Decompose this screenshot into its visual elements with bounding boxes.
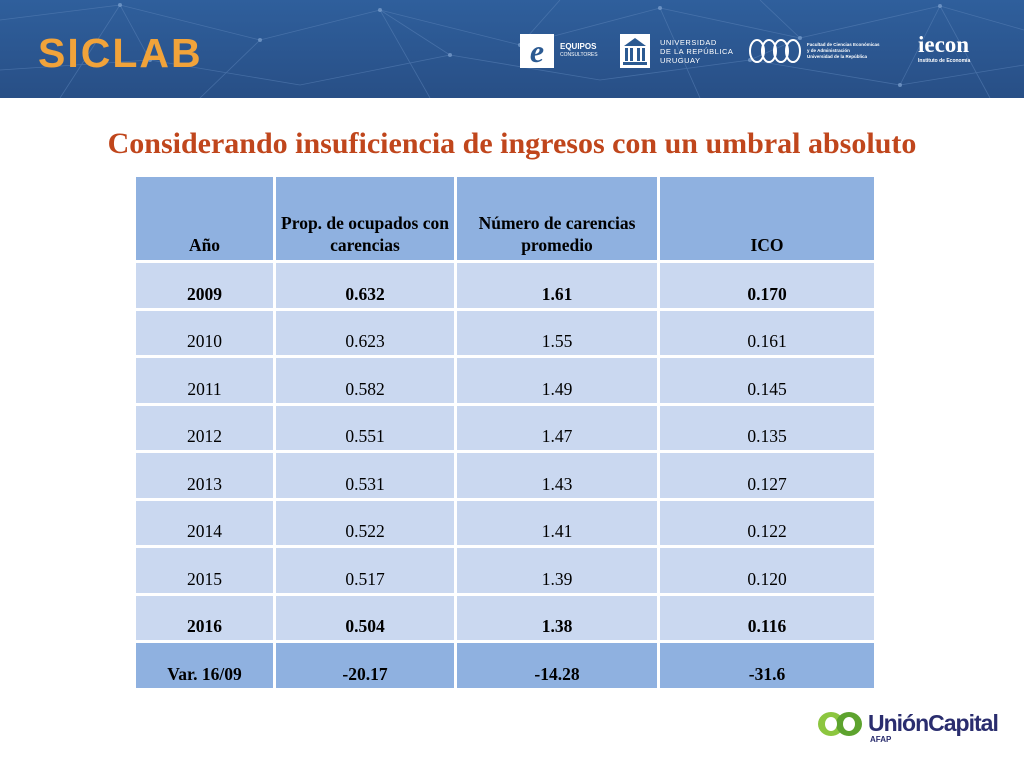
- cell-year: 2014: [133, 497, 276, 548]
- cell-num: 1.61: [454, 260, 660, 311]
- cell-prop: 0.522: [273, 497, 457, 548]
- cell-prop: 0.504: [273, 592, 457, 643]
- equipos-subtitle: CONSULTORES: [560, 52, 598, 58]
- fcea-logo: Facultad de Ciencias Económicas y de Adm…: [749, 37, 880, 65]
- equipos-mark-icon: e: [520, 34, 554, 68]
- union-capital-subtitle: AFAP: [870, 735, 892, 744]
- fcea-line-3: Universidad de la República: [807, 54, 868, 59]
- cell-ico: 0.116: [657, 592, 877, 643]
- cell-prop: 0.623: [273, 307, 457, 358]
- cell-num: 1.39: [454, 545, 660, 596]
- cell-num: -14.28: [454, 640, 660, 691]
- udelar-line-2: DE LA REPÚBLICA: [660, 46, 734, 56]
- cell-num: 1.38: [454, 592, 660, 643]
- table-row: 2010 0.623 1.55 0.161: [133, 307, 877, 358]
- fcea-line-2: y de Administración: [807, 48, 850, 53]
- union-capital-name: UniónCapital: [868, 710, 999, 736]
- table-row: 2009 0.632 1.61 0.170: [133, 260, 877, 311]
- brand-logo: SICLAB: [38, 30, 203, 76]
- cell-ico: 0.161: [657, 307, 877, 358]
- iecon-subtitle: Instituto de Economía: [918, 58, 971, 64]
- cell-prop: 0.531: [273, 450, 457, 501]
- table-row: 2015 0.517 1.39 0.120: [133, 545, 877, 596]
- udelar-logo: UNIVERSIDAD DE LA REPÚBLICA URUGUAY: [620, 33, 733, 69]
- fcea-line-1: Facultad de Ciencias Económicas: [807, 42, 880, 47]
- cell-ico: 0.170: [657, 260, 877, 311]
- cell-year: 2011: [133, 355, 276, 406]
- table-row: 2011 0.582 1.49 0.145: [133, 355, 877, 406]
- table-total-row: Var. 16/09 -20.17 -14.28 -31.6: [133, 640, 877, 691]
- cell-num: 1.41: [454, 497, 660, 548]
- iecon-logo: iecon Instituto de Economía: [918, 32, 971, 65]
- cell-year: 2009: [133, 260, 276, 311]
- header-band: SICLAB e EQUIPOS CONSULTORES UNIVERSIDAD…: [0, 0, 1024, 98]
- cell-num: 1.43: [454, 450, 660, 501]
- cell-ico: 0.122: [657, 497, 877, 548]
- cell-num: 1.55: [454, 307, 660, 358]
- cell-num: 1.47: [454, 402, 660, 453]
- header-prop-ocupados: Prop. de ocupados con carencias: [273, 174, 457, 263]
- cell-year: 2010: [133, 307, 276, 358]
- cell-prop: 0.551: [273, 402, 457, 453]
- table-header-row: Año Prop. de ocupados con carencias Núme…: [133, 174, 877, 263]
- table-row: 2012 0.551 1.47 0.135: [133, 402, 877, 453]
- union-capital-rings-icon: [818, 712, 862, 736]
- network-background-icon: [0, 0, 1024, 98]
- data-table: Año Prop. de ocupados con carencias Núme…: [133, 174, 877, 691]
- cell-prop: 0.632: [273, 260, 457, 311]
- cell-year: 2013: [133, 450, 276, 501]
- header-numero-carencias: Número de carencias promedio: [454, 174, 660, 263]
- table-row: 2014 0.522 1.41 0.122: [133, 497, 877, 548]
- cell-year: 2012: [133, 402, 276, 453]
- cell-ico: 0.135: [657, 402, 877, 453]
- iecon-name: iecon: [918, 32, 970, 57]
- cell-ico: 0.120: [657, 545, 877, 596]
- cell-ico: -31.6: [657, 640, 877, 691]
- cell-year: 2015: [133, 545, 276, 596]
- table-row: 2013 0.531 1.43 0.127: [133, 450, 877, 501]
- cell-prop: 0.582: [273, 355, 457, 406]
- slide-title: Considerando insuficiencia de ingresos c…: [107, 127, 917, 160]
- cell-ico: 0.127: [657, 450, 877, 501]
- cell-year: 2016: [133, 592, 276, 643]
- table-row: 2016 0.504 1.38 0.116: [133, 592, 877, 643]
- equipos-name: EQUIPOS: [560, 42, 597, 51]
- cell-prop: 0.517: [273, 545, 457, 596]
- header-year: Año: [133, 174, 276, 263]
- udelar-line-3: URUGUAY: [660, 55, 701, 65]
- udelar-building-icon: [620, 34, 650, 68]
- cell-ico: 0.145: [657, 355, 877, 406]
- equipos-logo: e EQUIPOS CONSULTORES: [520, 33, 598, 69]
- udelar-line-1: UNIVERSIDAD: [660, 37, 717, 47]
- cell-prop: -20.17: [273, 640, 457, 691]
- cell-year: Var. 16/09: [133, 640, 276, 691]
- union-capital-logo: UniónCapital AFAP: [816, 710, 999, 744]
- fcea-rings-icon: [749, 39, 801, 63]
- cell-num: 1.49: [454, 355, 660, 406]
- header-ico: ICO: [657, 174, 877, 263]
